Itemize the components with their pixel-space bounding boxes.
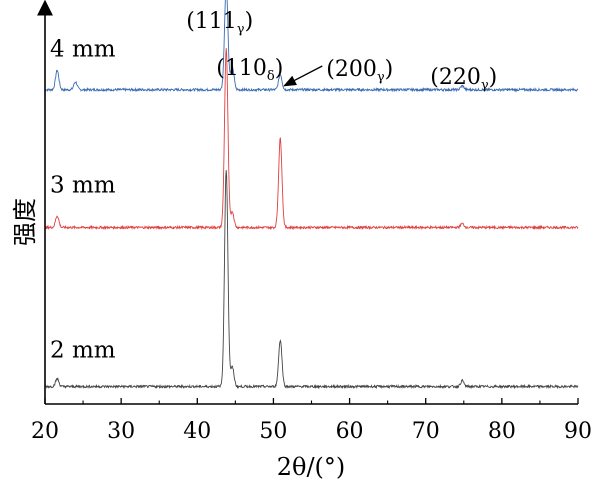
y-axis-label: 强度 — [11, 198, 39, 246]
x-tick-label: 20 — [31, 419, 59, 444]
series-labels: 4 mm 3 mm 2 mm — [50, 37, 116, 364]
peak-arrow — [283, 65, 323, 87]
peak-annotations: (111γ) (110δ) (200γ) (220γ) — [186, 9, 497, 93]
peak-annotation: (200γ) — [326, 57, 393, 85]
peak-annotation: (110δ) — [216, 56, 283, 84]
series-line — [44, 170, 579, 390]
x-tick-label: 80 — [488, 419, 516, 444]
x-tick-label: 40 — [183, 419, 211, 444]
x-tick-label: 50 — [259, 419, 287, 444]
peak-annotation: (111γ) — [186, 9, 253, 37]
series-label: 2 mm — [50, 337, 116, 363]
x-axis-label: 2θ/(°) — [277, 453, 346, 481]
peak-annotation: (220γ) — [430, 65, 497, 93]
axes: 20 30 40 50 60 70 80 90 — [31, 0, 592, 444]
x-tick-label: 30 — [107, 419, 135, 444]
series-label: 4 mm — [50, 37, 116, 63]
x-tick-label: 60 — [336, 419, 364, 444]
series-label: 3 mm — [50, 173, 116, 199]
x-tick-label: 70 — [412, 419, 440, 444]
series-line — [44, 0, 579, 93]
x-tick-label: 90 — [564, 419, 592, 444]
series-line — [44, 48, 579, 231]
x-ticks: 20 30 40 50 60 70 80 90 — [31, 398, 592, 444]
series-group — [44, 0, 579, 390]
